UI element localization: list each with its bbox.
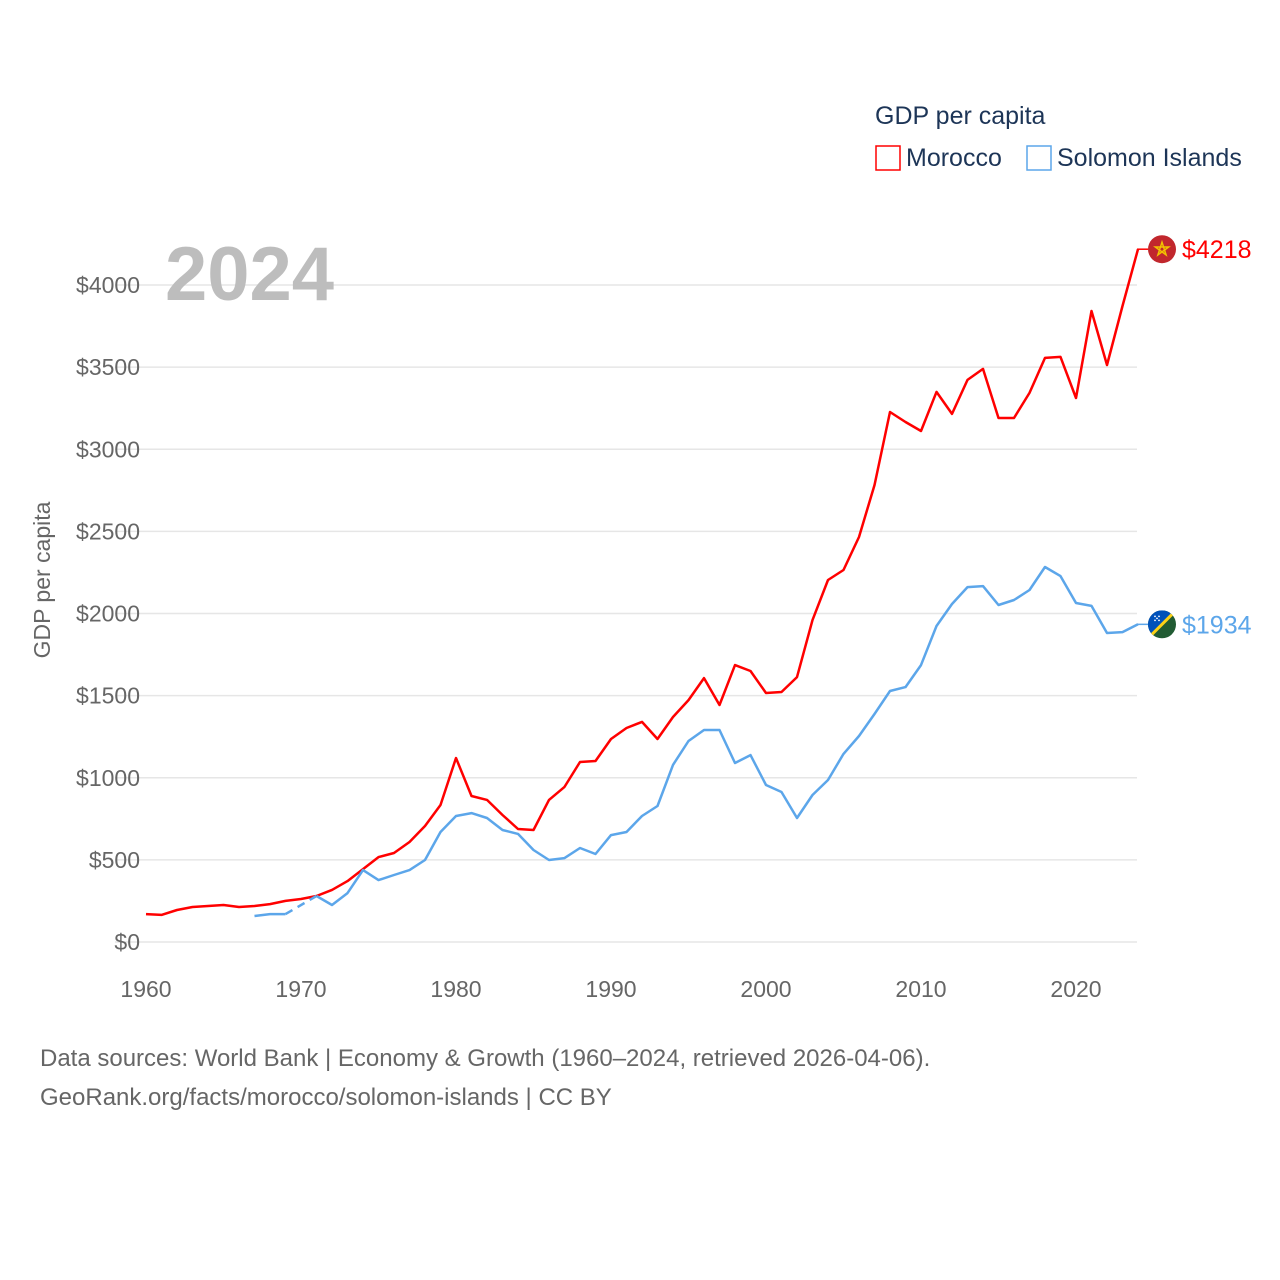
solomon-islands-line bbox=[254, 565, 1139, 918]
y-tick-label: $3000 bbox=[76, 436, 140, 462]
legend-swatch-solomon-islands bbox=[1026, 145, 1052, 171]
legend-label-morocco: Morocco bbox=[906, 144, 1002, 172]
y-tick-label: $3500 bbox=[76, 354, 140, 380]
x-tick-label: 2010 bbox=[895, 976, 946, 1002]
y-tick-label: $4000 bbox=[76, 272, 140, 298]
x-tick-label: 2020 bbox=[1050, 976, 1101, 1002]
legend-label-solomon-islands: Solomon Islands bbox=[1057, 144, 1242, 172]
x-tick-label: 1970 bbox=[275, 976, 326, 1002]
x-axis: 1960 1970 1980 1990 2000 2010 2020 bbox=[120, 976, 1101, 1002]
x-tick-label: 1980 bbox=[430, 976, 481, 1002]
y-tick-label: $1500 bbox=[76, 683, 140, 709]
solomon-islands-flag-icon bbox=[1148, 610, 1176, 639]
legend-item-solomon-islands[interactable]: Solomon Islands bbox=[1026, 144, 1242, 172]
x-tick-label: 1960 bbox=[120, 976, 171, 1002]
morocco-end-value: $4218 bbox=[1182, 236, 1252, 264]
y-axis-label: GDP per capita bbox=[29, 501, 55, 658]
source-line-1: Data sources: World Bank | Economy & Gro… bbox=[40, 1045, 931, 1072]
legend-title: GDP per capita bbox=[875, 102, 1046, 130]
x-tick-label: 2000 bbox=[740, 976, 791, 1002]
morocco-flag-icon bbox=[1148, 235, 1176, 264]
y-tick-label: $2000 bbox=[76, 601, 140, 627]
y-tick-label: $2500 bbox=[76, 518, 140, 544]
y-tick-label: $500 bbox=[89, 847, 140, 873]
y-tick-label: $1000 bbox=[76, 765, 140, 791]
year-label: 2024 bbox=[165, 232, 334, 317]
y-tick-label: $0 bbox=[114, 929, 140, 955]
legend-swatch-morocco bbox=[875, 145, 901, 171]
y-axis: $0 $500 $1000 $1500 $2000 $2500 $3000 $3500 $400… bbox=[76, 272, 140, 955]
end-labels: $4218 $1934 bbox=[1137, 235, 1252, 639]
solomon-islands-gap-line bbox=[284, 894, 318, 916]
legend-item-morocco[interactable]: Morocco bbox=[875, 144, 1002, 172]
series-lines bbox=[145, 248, 1140, 918]
source-line-2: GeoRank.org/facts/morocco/solomon-island… bbox=[40, 1084, 612, 1111]
x-tick-label: 1990 bbox=[585, 976, 636, 1002]
solomon-islands-end-value: $1934 bbox=[1182, 611, 1252, 639]
legend: GDP per capita Morocco Solomon Islands bbox=[875, 102, 1242, 172]
grid bbox=[115, 284, 1137, 943]
